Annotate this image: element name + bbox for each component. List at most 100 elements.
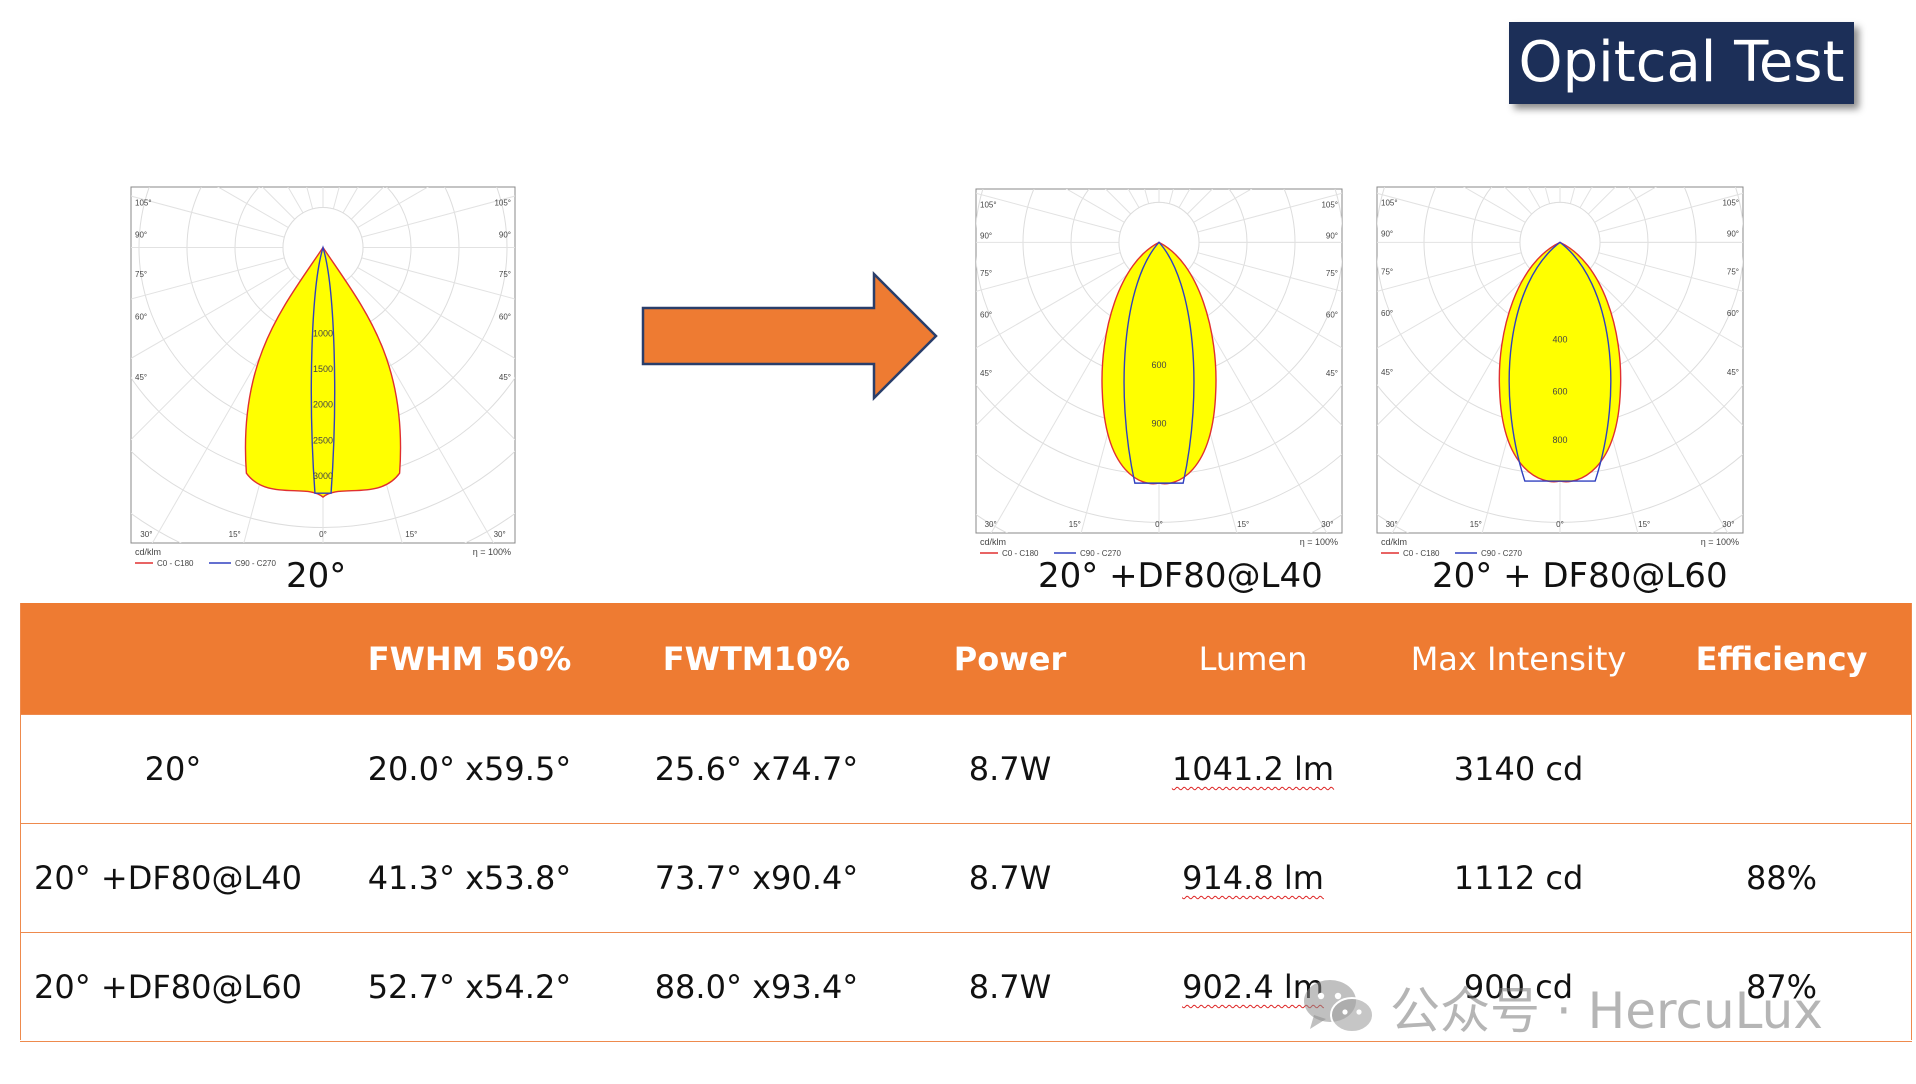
watermark: 公众号 · HercuLux — [1300, 972, 1823, 1042]
header-fwhm: FWHM 50% — [326, 603, 613, 715]
angle-label-left: 90° — [1381, 230, 1393, 239]
radial-label: 600 — [1552, 387, 1567, 397]
angle-label-right: 75° — [1326, 269, 1338, 278]
cell-max-intensity: 900 cd — [1386, 932, 1651, 1042]
radial-label: 1500 — [313, 364, 333, 374]
angle-label-bottom: 15° — [1638, 520, 1650, 529]
cell-config: 20° +DF80@L60 — [20, 932, 326, 1042]
angle-label-right: 60° — [499, 313, 511, 322]
angle-label-right: 45° — [1326, 369, 1338, 378]
cell-efficiency — [1651, 714, 1912, 824]
watermark-text: 公众号 · HercuLux — [1390, 982, 1823, 1040]
cell-efficiency: 88% — [1651, 823, 1912, 933]
cell-lumen: 914.8 lm — [1120, 823, 1386, 933]
chart-caption-df80-l40: 20° +DF80@L40 — [1038, 556, 1323, 596]
cell-fwtm: 73.7° x90.4° — [613, 823, 900, 933]
radial-label: 1000 — [313, 329, 333, 339]
arrow-right-icon — [641, 270, 938, 402]
beam-c90-c270 — [1508, 241, 1612, 482]
angle-label-left: 75° — [980, 269, 992, 278]
angle-label-bottom: 30° — [140, 530, 152, 539]
efficiency-label: η = 100% — [473, 547, 511, 557]
angle-label-left: 105° — [1381, 198, 1398, 207]
angle-label-right: 45° — [1727, 368, 1739, 377]
angle-label-bottom: 15° — [1069, 520, 1081, 529]
cell-config: 20° — [20, 714, 326, 824]
header-power: Power — [900, 603, 1120, 715]
angle-label-bottom: 15° — [1237, 520, 1249, 529]
legend-c90-label: C90 - C270 — [1481, 549, 1522, 558]
unit-label: cd/klm — [135, 547, 161, 557]
unit-label: cd/klm — [980, 537, 1006, 547]
cell-power: 8.7W — [900, 932, 1120, 1042]
cell-efficiency: 87% — [1651, 932, 1912, 1042]
cell-fwtm: 88.0° x93.4° — [613, 932, 900, 1042]
legend-c0-label: C0 - C180 — [1002, 549, 1039, 558]
lumen-value: 914.8 lm — [1182, 859, 1324, 897]
angle-label-left: 60° — [135, 313, 147, 322]
chart-caption-20deg: 20° — [286, 556, 347, 596]
angle-label-bottom: 30° — [1321, 520, 1333, 529]
cell-config: 20° +DF80@L40 — [20, 823, 326, 933]
angle-label-left: 75° — [1381, 268, 1393, 277]
angle-label-right: 90° — [1727, 230, 1739, 239]
radial-label: 2500 — [313, 435, 333, 445]
cell-lumen: 1041.2 lm — [1120, 714, 1386, 824]
angle-label-bottom: 15° — [1470, 520, 1482, 529]
angle-label-left: 90° — [135, 231, 147, 240]
polar-chart-20deg: 1000 1500 2000 2500 3000 105° 105° 90° 90° 75° 75°… — [130, 186, 516, 568]
angle-label-right: 75° — [1727, 268, 1739, 277]
angle-label-right: 75° — [499, 270, 511, 279]
cell-max-intensity: 3140 cd — [1386, 714, 1651, 824]
angle-label-right: 45° — [499, 373, 511, 382]
angle-label-bottom: 15° — [229, 530, 241, 539]
cell-fwtm: 25.6° x74.7° — [613, 714, 900, 824]
cell-power: 8.7W — [900, 714, 1120, 824]
radial-label: 900 — [1151, 418, 1166, 428]
lumen-value: 1041.2 lm — [1171, 750, 1335, 788]
angle-label-right: 105° — [1321, 200, 1338, 209]
angle-label-right: 90° — [499, 231, 511, 240]
cell-fwhm: 20.0° x59.5° — [326, 714, 613, 824]
polar-chart-df80-l40: 600 900 105° 105° 90° 90° 75° 75° 60° 60° 45° 45° 30… — [975, 188, 1343, 558]
polar-chart-df80-l60: 400 600 800 105° 105° 90° 90° 75° 75° 60° 60° 45° 45… — [1376, 186, 1744, 558]
header-efficiency: Efficiency — [1651, 603, 1912, 715]
angle-label-left: 105° — [980, 200, 997, 209]
header-lumen: Lumen — [1120, 603, 1386, 715]
cell-power: 8.7W — [900, 823, 1120, 933]
legend-c0-label: C0 - C180 — [1403, 549, 1440, 558]
page-title: Opitcal Test — [1509, 22, 1854, 104]
angle-label-right: 90° — [1326, 231, 1338, 240]
angle-label-bottom: 30° — [1722, 520, 1734, 529]
angle-label-right: 105° — [1722, 198, 1739, 207]
radial-label: 800 — [1552, 435, 1567, 445]
angle-label-bottom: 0° — [1556, 520, 1564, 529]
header-blank — [20, 603, 326, 715]
angle-label-left: 45° — [135, 373, 147, 382]
angle-label-right: 105° — [494, 199, 511, 208]
table-row: 20° 20.0° x59.5° 25.6° x74.7° 8.7W 1041.… — [20, 714, 1912, 824]
angle-label-bottom: 0° — [319, 530, 327, 539]
legend-c90-label: C90 - C270 — [235, 559, 276, 568]
efficiency-label: η = 100% — [1701, 537, 1739, 547]
angle-label-right: 60° — [1727, 309, 1739, 318]
angle-label-left: 60° — [980, 310, 992, 319]
header-fwtm: FWTM10% — [613, 603, 900, 715]
legend-c90-label: C90 - C270 — [1080, 549, 1121, 558]
angle-label-bottom: 15° — [405, 530, 417, 539]
beam-c90-c270 — [1123, 241, 1195, 484]
angle-label-right: 60° — [1326, 310, 1338, 319]
cell-fwhm: 41.3° x53.8° — [326, 823, 613, 933]
lumen-value: 902.4 lm — [1182, 968, 1324, 1006]
efficiency-label: η = 100% — [1300, 537, 1338, 547]
angle-label-bottom: 0° — [1155, 520, 1163, 529]
angle-label-bottom: 30° — [1386, 520, 1398, 529]
cell-fwhm: 52.7° x54.2° — [326, 932, 613, 1042]
angle-label-bottom: 30° — [494, 530, 506, 539]
table-header-row: FWHM 50% FWTM10% Power Lumen Max Intensi… — [20, 603, 1912, 715]
angle-label-left: 105° — [135, 199, 152, 208]
radial-label: 600 — [1151, 360, 1166, 370]
beam-c0-c180 — [244, 246, 402, 499]
table-row: 20° +DF80@L40 41.3° x53.8° 73.7° x90.4° … — [20, 823, 1912, 933]
angle-label-left: 75° — [135, 270, 147, 279]
